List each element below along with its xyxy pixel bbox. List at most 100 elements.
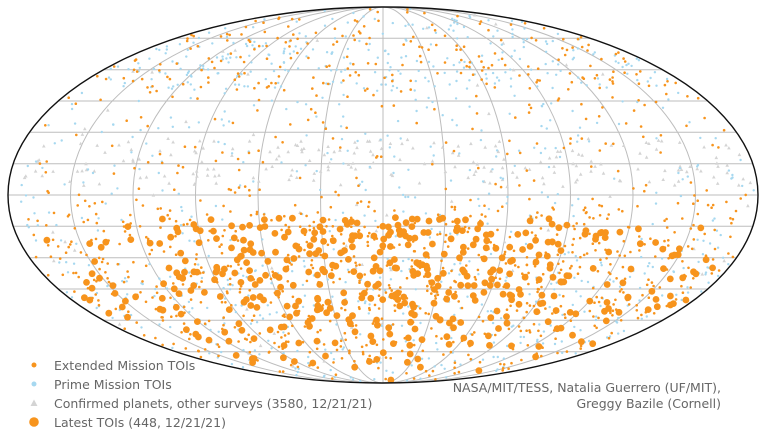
extended-mission-marker: [713, 247, 717, 251]
prime-mission-marker: [315, 115, 318, 118]
confirmed-planet-marker: [291, 364, 295, 368]
extended-mission-marker: [301, 340, 305, 344]
extended-mission-marker: [494, 333, 497, 337]
confirmed-planet-marker: [715, 181, 720, 185]
confirmed-planet-marker: [354, 202, 359, 207]
extended-mission-marker: [431, 162, 434, 166]
latest-toi-marker: [293, 309, 300, 317]
extended-mission-marker: [138, 225, 142, 228]
confirmed-planet-marker: [398, 157, 402, 162]
confirmed-planet-marker: [268, 149, 272, 154]
prime-mission-marker: [453, 263, 456, 266]
extended-mission-marker: [561, 47, 564, 50]
prime-mission-marker: [707, 281, 710, 284]
prime-mission-marker: [41, 166, 44, 170]
extended-mission-marker: [255, 212, 259, 216]
latest-toi-marker: [247, 302, 255, 309]
extended-mission-marker: [731, 217, 735, 221]
confirmed-planet-marker: [360, 262, 364, 266]
legend-marker-latest: [24, 416, 44, 428]
extended-mission-marker: [652, 284, 655, 288]
latest-toi-marker: [373, 316, 380, 324]
prime-mission-marker: [572, 49, 575, 52]
confirmed-planet-marker: [621, 143, 626, 147]
prime-mission-marker: [567, 251, 570, 254]
prime-mission-marker: [332, 248, 335, 251]
extended-mission-marker: [172, 342, 175, 346]
extended-mission-marker: [600, 296, 604, 300]
prime-mission-marker: [425, 106, 429, 109]
latest-toi-marker: [369, 338, 377, 345]
extended-mission-marker: [366, 240, 370, 244]
extended-mission-marker: [159, 226, 162, 229]
extended-mission-marker: [289, 39, 292, 42]
latest-toi-marker: [232, 352, 240, 359]
prime-mission-marker: [20, 200, 23, 203]
legend-item-prime: Prime Mission TOIs: [24, 375, 172, 393]
confirmed-planet-marker: [300, 149, 304, 154]
prime-mission-marker: [546, 195, 550, 199]
extended-mission-marker: [444, 222, 448, 226]
confirmed-planet-marker: [200, 160, 204, 164]
extended-mission-marker: [517, 265, 520, 269]
extended-mission-marker: [94, 212, 98, 216]
extended-mission-marker: [444, 233, 448, 237]
latest-toi-marker: [292, 302, 299, 310]
prime-mission-marker: [458, 61, 461, 64]
latest-toi-marker: [535, 276, 543, 284]
extended-mission-marker: [508, 139, 511, 143]
prime-mission-marker: [157, 127, 160, 130]
extended-mission-marker: [375, 155, 379, 158]
extended-mission-marker: [141, 204, 145, 207]
extended-mission-marker: [308, 350, 312, 354]
latest-toi-marker: [262, 271, 269, 279]
extended-mission-marker: [592, 217, 595, 220]
latest-toi-marker: [350, 268, 358, 275]
extended-mission-marker: [637, 99, 640, 102]
extended-mission-marker: [609, 263, 612, 266]
latest-toi-marker: [231, 269, 239, 277]
prime-mission-marker: [283, 47, 286, 50]
prime-mission-marker: [627, 62, 630, 65]
extended-mission-marker: [200, 68, 203, 72]
latest-toi-marker: [498, 254, 506, 262]
prime-mission-marker: [447, 272, 451, 275]
confirmed-planet-marker: [449, 199, 454, 203]
extended-mission-marker: [79, 251, 83, 254]
prime-mission-marker: [495, 76, 499, 79]
prime-mission-marker: [428, 236, 432, 239]
latest-toi-marker: [635, 225, 642, 233]
extended-mission-marker: [406, 8, 409, 11]
prime-mission-marker: [679, 194, 683, 198]
latest-toi-marker: [532, 353, 539, 361]
confirmed-planet-marker: [440, 145, 445, 149]
latest-toi-marker: [83, 279, 90, 286]
extended-mission-marker: [135, 198, 138, 202]
extended-mission-marker: [345, 55, 349, 59]
extended-mission-marker: [64, 251, 68, 254]
prime-mission-marker: [558, 155, 562, 159]
prime-mission-marker: [341, 348, 344, 351]
prime-mission-marker: [574, 352, 577, 355]
prime-mission-marker: [241, 366, 245, 369]
extended-mission-marker: [277, 75, 281, 78]
extended-mission-marker: [480, 213, 484, 216]
extended-mission-marker: [344, 338, 348, 342]
prime-mission-marker: [427, 96, 430, 100]
extended-mission-marker: [499, 38, 503, 42]
extended-mission-marker: [218, 245, 221, 248]
latest-toi-marker: [652, 296, 660, 303]
extended-mission-marker: [222, 323, 225, 327]
prime-mission-marker: [177, 192, 180, 195]
confirmed-planet-marker: [580, 153, 584, 157]
confirmed-planet-marker: [78, 141, 83, 146]
extended-mission-marker: [473, 275, 477, 279]
confirmed-planet-marker: [405, 137, 410, 142]
prime-mission-marker: [576, 134, 580, 137]
extended-mission-marker: [466, 230, 470, 234]
latest-toi-marker: [601, 307, 608, 315]
prime-mission-marker: [164, 72, 167, 75]
extended-mission-marker: [255, 210, 259, 214]
extended-mission-marker: [67, 96, 70, 99]
extended-mission-marker: [579, 344, 583, 348]
